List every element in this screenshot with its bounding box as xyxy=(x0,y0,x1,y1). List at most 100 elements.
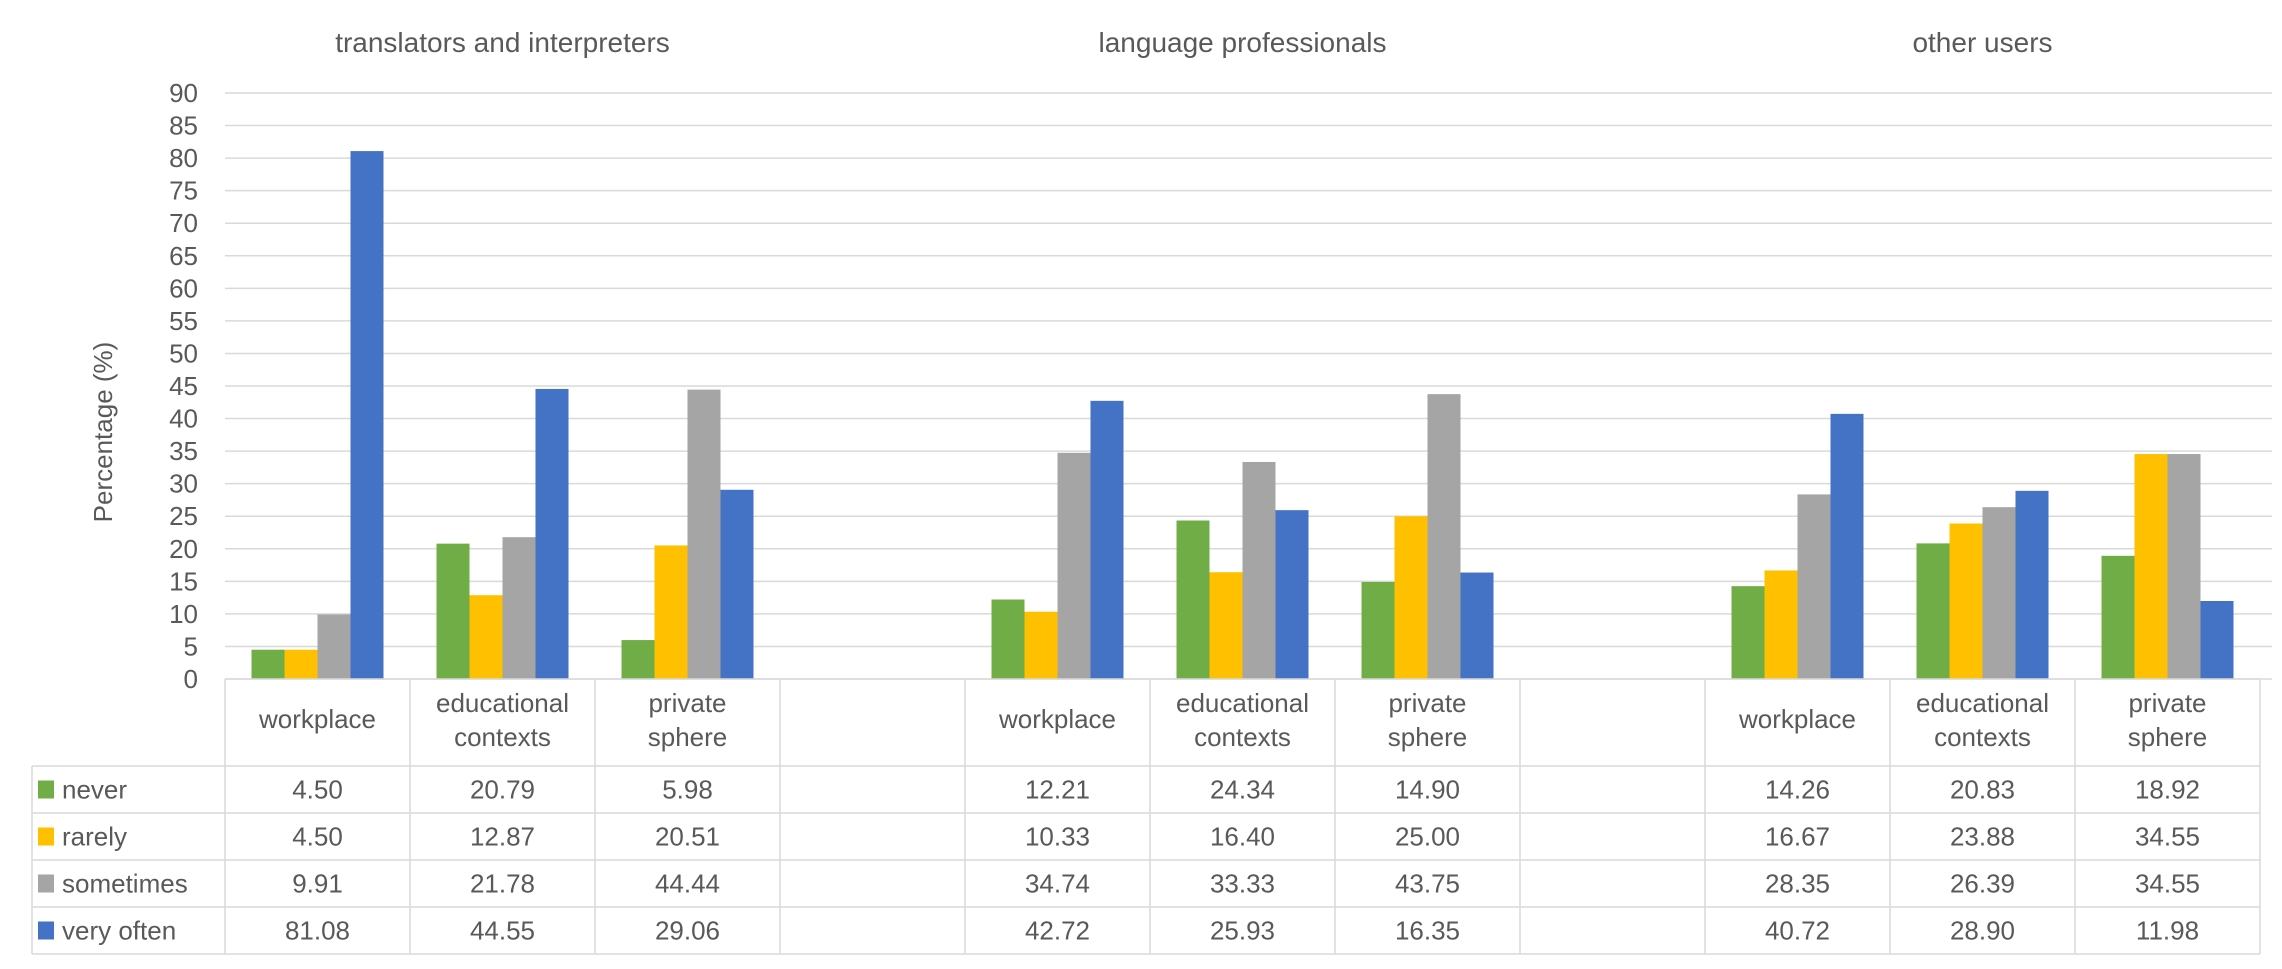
data-table-value: 14.90 xyxy=(1395,775,1460,805)
bar-sometimes xyxy=(1242,461,1276,679)
y-tick-label: 85 xyxy=(169,111,198,141)
bar-very-often xyxy=(350,151,384,680)
bar-very-often xyxy=(2015,490,2049,679)
legend-swatch-never xyxy=(38,780,54,799)
bar-rarely xyxy=(1024,611,1058,679)
bar-sometimes xyxy=(2167,454,2201,679)
y-tick-label: 20 xyxy=(169,534,198,564)
data-table-value: 43.75 xyxy=(1395,869,1460,899)
category-label: sphere xyxy=(2128,722,2208,752)
bar-rarely xyxy=(2134,454,2168,679)
data-table-value: 28.35 xyxy=(1765,869,1830,899)
bar-sometimes xyxy=(317,614,351,679)
y-tick-label: 60 xyxy=(169,273,198,303)
category-label: private xyxy=(2128,688,2206,718)
category-label: workplace xyxy=(998,704,1116,734)
bar-never xyxy=(1916,543,1950,679)
legend-label: never xyxy=(62,775,127,805)
data-table-value: 9.91 xyxy=(292,869,343,899)
bar-very-often xyxy=(1830,413,1864,679)
bar-never xyxy=(1731,586,1765,679)
data-table-value: 24.34 xyxy=(1210,775,1275,805)
category-label: educational xyxy=(436,688,569,718)
bar-rarely xyxy=(284,649,318,679)
y-axis-label: Percentage (%) xyxy=(88,342,118,523)
y-tick-label: 10 xyxy=(169,599,198,629)
data-table-value: 20.79 xyxy=(470,775,535,805)
data-table-value: 21.78 xyxy=(470,869,535,899)
category-label: contexts xyxy=(454,722,551,752)
bar-never xyxy=(621,640,655,679)
bar-rarely xyxy=(1394,516,1428,679)
bar-rarely xyxy=(469,595,503,679)
data-table-value: 33.33 xyxy=(1210,869,1275,899)
y-tick-label: 15 xyxy=(169,566,198,596)
bar-rarely xyxy=(1764,570,1798,679)
data-table-value: 20.83 xyxy=(1950,775,2015,805)
data-table-value: 12.21 xyxy=(1025,775,1090,805)
category-label: contexts xyxy=(1194,722,1291,752)
y-tick-label: 5 xyxy=(184,631,198,661)
bar-never xyxy=(1361,581,1395,679)
bar-very-often xyxy=(535,388,569,679)
bar-sometimes xyxy=(1427,394,1461,679)
bar-never xyxy=(251,649,285,679)
data-table-value: 16.67 xyxy=(1765,822,1830,852)
category-label: sphere xyxy=(1388,722,1468,752)
data-table-value: 5.98 xyxy=(662,775,713,805)
legend-swatch-very-often xyxy=(38,921,54,940)
data-table-value: 4.50 xyxy=(292,822,343,852)
y-tick-label: 0 xyxy=(184,664,198,694)
legend-swatch-rarely xyxy=(38,827,54,846)
category-label: private xyxy=(1388,688,1466,718)
y-tick-label: 55 xyxy=(169,306,198,336)
data-table-value: 16.40 xyxy=(1210,822,1275,852)
bar-never xyxy=(436,543,470,679)
bar-never xyxy=(2101,555,2135,679)
data-table-value: 34.55 xyxy=(2135,822,2200,852)
data-table-value: 34.55 xyxy=(2135,869,2200,899)
data-table-value: 44.55 xyxy=(470,916,535,946)
y-tick-label: 80 xyxy=(169,143,198,173)
bar-very-often xyxy=(1275,510,1309,679)
data-table-value: 4.50 xyxy=(292,775,343,805)
data-table-value: 40.72 xyxy=(1765,916,1830,946)
y-tick-label: 30 xyxy=(169,469,198,499)
bar-never xyxy=(1176,520,1210,679)
y-tick-label: 35 xyxy=(169,436,198,466)
data-table-value: 28.90 xyxy=(1950,916,2015,946)
category-label: sphere xyxy=(648,722,728,752)
data-table-value: 23.88 xyxy=(1950,822,2015,852)
y-tick-label: 75 xyxy=(169,176,198,206)
group-title: translators and interpreters xyxy=(335,27,670,58)
bar-very-often xyxy=(1460,572,1494,679)
data-table-value: 81.08 xyxy=(285,916,350,946)
data-table-value: 12.87 xyxy=(470,822,535,852)
category-label: educational xyxy=(1176,688,1309,718)
y-tick-label: 40 xyxy=(169,404,198,434)
category-label: workplace xyxy=(258,704,376,734)
legend-label: sometimes xyxy=(62,869,188,899)
bar-sometimes xyxy=(1797,494,1831,679)
y-tick-label: 65 xyxy=(169,241,198,271)
data-table-value: 16.35 xyxy=(1395,916,1460,946)
bar-never xyxy=(991,599,1025,679)
data-table-value: 25.93 xyxy=(1210,916,1275,946)
data-table-value: 10.33 xyxy=(1025,822,1090,852)
data-table-value: 34.74 xyxy=(1025,869,1090,899)
category-label: private xyxy=(648,688,726,718)
bar-rarely xyxy=(1209,572,1243,679)
data-table-value: 44.44 xyxy=(655,869,720,899)
group-title: language professionals xyxy=(1099,27,1387,58)
y-tick-label: 45 xyxy=(169,371,198,401)
bar-rarely xyxy=(1949,523,1983,679)
bar-sometimes xyxy=(1982,507,2016,679)
bar-sometimes xyxy=(687,389,721,679)
y-tick-label: 70 xyxy=(169,208,198,238)
bar-rarely xyxy=(654,545,688,679)
category-label: educational xyxy=(1916,688,2049,718)
data-table-value: 20.51 xyxy=(655,822,720,852)
data-table-value: 25.00 xyxy=(1395,822,1460,852)
y-tick-label: 25 xyxy=(169,501,198,531)
